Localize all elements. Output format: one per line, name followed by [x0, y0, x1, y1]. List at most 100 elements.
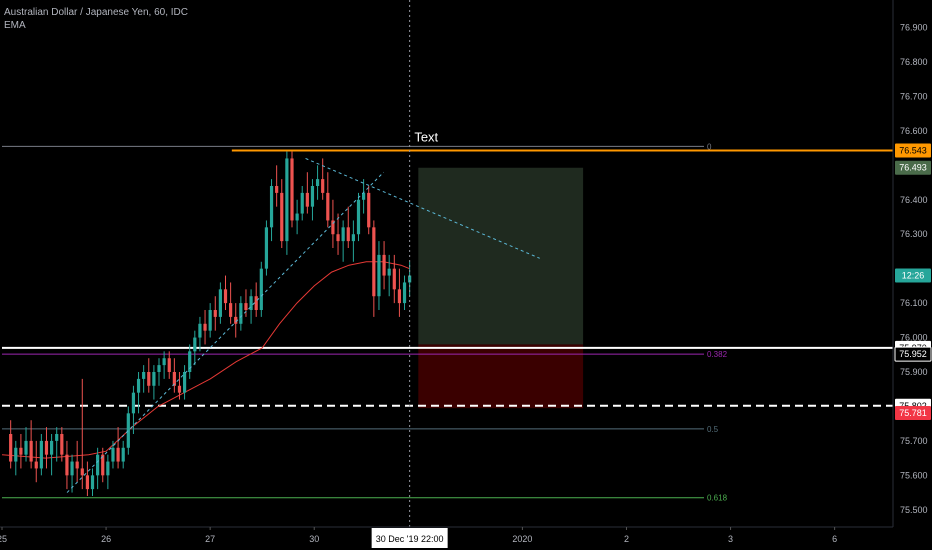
candle-body: [351, 234, 355, 242]
stop-zone: [418, 344, 584, 409]
candle-body: [106, 461, 110, 476]
candle-body: [259, 268, 263, 310]
y-tick-label: 76.900: [900, 23, 928, 33]
price-tag: 76.493: [895, 160, 931, 175]
price-tag-label: 75.781: [899, 408, 927, 418]
candle-body: [223, 289, 228, 304]
x-tick-label: 2: [624, 534, 629, 544]
price-tag-label: 75.802: [899, 401, 927, 411]
candle-body: [213, 310, 217, 317]
candle-body: [90, 475, 95, 490]
candle-body: [336, 234, 340, 242]
price-tag: 76.543: [895, 143, 931, 158]
candle-body: [326, 192, 330, 221]
crosshair-time-box: [371, 528, 448, 548]
candle-body: [264, 227, 269, 269]
candle-body: [44, 440, 49, 455]
price-tag-label: 75.952: [899, 349, 927, 359]
candle-body: [203, 323, 207, 331]
candle-body: [300, 192, 304, 214]
candle-body: [75, 461, 79, 469]
candle-body: [34, 461, 38, 469]
candle-body: [387, 268, 391, 276]
candle-body: [315, 179, 320, 186]
target-zone: [418, 167, 584, 345]
candle-body: [295, 213, 299, 221]
candle-body: [85, 475, 89, 490]
candle-body: [60, 434, 64, 455]
candle-body: [305, 192, 309, 207]
price-tag-box: [895, 268, 931, 283]
x-tick-label: 25: [0, 534, 7, 544]
candle-body: [310, 186, 315, 207]
price-tag-box: [895, 405, 931, 420]
fib-0.5-label: 0.5: [707, 425, 719, 434]
candle-body: [402, 282, 407, 304]
y-tick-label: 75.600: [900, 470, 928, 480]
candle-body: [116, 447, 120, 462]
candle-body: [167, 358, 171, 372]
candle-body: [157, 365, 161, 372]
candle-body: [65, 454, 69, 476]
y-tick-label: 76.700: [900, 91, 928, 101]
candle-body: [218, 289, 222, 317]
y-tick-label: 76.400: [900, 195, 928, 205]
symbol-title: Australian Dollar / Japanese Yen, 60, ID…: [4, 7, 188, 18]
y-tick-label: 75.500: [900, 505, 928, 515]
candle-body: [121, 447, 125, 462]
candle-body: [367, 192, 371, 228]
candle-body: [234, 316, 238, 324]
candle-body: [142, 372, 146, 379]
candle-body: [172, 372, 176, 386]
candle-body: [39, 440, 43, 469]
candle-body: [101, 454, 105, 476]
candle-body: [55, 434, 59, 441]
candle-body: [126, 413, 130, 448]
candle-body: [162, 358, 166, 366]
annotation-text: Text: [414, 130, 438, 145]
candle-body: [269, 186, 274, 228]
candle-body: [372, 227, 376, 297]
candle-body: [377, 254, 381, 297]
price-tag-box: [895, 143, 931, 158]
trendline-2: [305, 157, 540, 259]
candle-body: [290, 158, 294, 221]
price-tag-box: [894, 346, 932, 362]
candle-body: [80, 468, 84, 476]
x-tick-label: 26: [101, 534, 111, 544]
candle-body: [9, 434, 13, 462]
candle-body: [254, 296, 258, 310]
y-tick-label: 76.100: [900, 298, 928, 308]
candle-body: [346, 227, 350, 242]
candle-body: [193, 337, 197, 352]
x-tick-label: 27: [205, 534, 215, 544]
candle-body: [239, 303, 243, 324]
y-tick-label: 76.600: [900, 126, 928, 136]
candle-body: [280, 192, 284, 242]
price-tag-label: 12:26: [902, 271, 925, 281]
candle-body: [392, 268, 396, 290]
price-tag: 75.952: [894, 346, 932, 362]
candle-body: [208, 310, 212, 331]
price-tag-label: 76.493: [899, 163, 927, 173]
y-tick-label: 76.300: [900, 229, 928, 239]
price-tag-box: [895, 160, 931, 175]
x-tick-label: 30: [309, 534, 319, 544]
price-tag: 12:26: [895, 268, 931, 283]
crosshair-time-label: 30 Dec '19 22:00: [376, 534, 444, 544]
candle-body: [362, 192, 366, 200]
y-tick-label: 75.900: [900, 367, 928, 377]
y-tick-label: 75.700: [900, 436, 928, 446]
fib-0-label: 0: [707, 142, 712, 151]
candle-body: [29, 440, 33, 462]
price-tag-label: 76.543: [899, 146, 927, 156]
candle-body: [182, 372, 187, 393]
candle-body: [229, 303, 233, 317]
candle-body: [408, 275, 412, 283]
ema-line: [1, 261, 410, 459]
candle-body: [19, 447, 23, 455]
candle-body: [70, 461, 74, 476]
candle-body: [382, 254, 386, 276]
candle-body: [198, 323, 202, 338]
